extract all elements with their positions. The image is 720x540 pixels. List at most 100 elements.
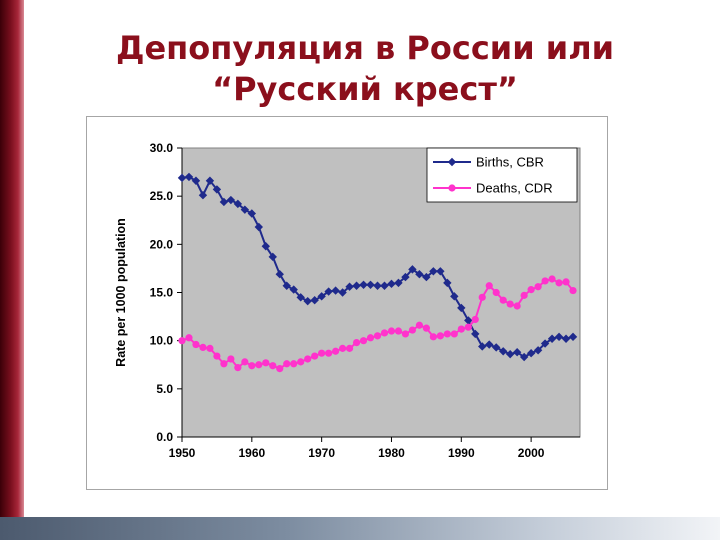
data-point	[297, 358, 305, 366]
y-axis-label: Rate per 1000 population	[114, 218, 128, 367]
data-point	[331, 286, 340, 295]
bottom-accent-bar	[0, 517, 720, 540]
data-point	[269, 362, 277, 370]
line-chart: 0.0 5.0 10.0 15.0 20.0 25.0 30.0 1950 1960 1970 19…	[114, 141, 581, 460]
data-point	[569, 286, 577, 295]
data-point	[296, 293, 305, 302]
data-point	[464, 323, 472, 331]
x-tick-label: 1970	[308, 446, 335, 460]
legend-label: Births, CBR	[476, 155, 544, 170]
data-point	[213, 352, 221, 360]
data-point	[310, 296, 319, 305]
data-point	[359, 280, 368, 289]
data-point	[387, 327, 396, 335]
data-point	[415, 321, 424, 329]
data-point	[352, 281, 361, 290]
data-point	[457, 325, 465, 333]
data-point	[185, 334, 193, 342]
data-point	[526, 348, 536, 358]
y-tick-label: 25.0	[150, 189, 174, 203]
data-point	[345, 344, 354, 352]
legend-marker	[448, 184, 456, 192]
data-point	[352, 338, 361, 347]
data-point	[380, 281, 389, 290]
left-accent-bar	[0, 0, 24, 540]
data-point	[268, 252, 277, 262]
data-point	[262, 359, 270, 367]
data-point	[212, 185, 222, 194]
data-point	[304, 355, 312, 363]
data-point	[184, 172, 194, 182]
data-point	[401, 272, 410, 282]
data-point	[485, 282, 493, 290]
data-point	[387, 279, 396, 289]
data-point	[289, 285, 298, 294]
data-point	[457, 303, 466, 313]
data-point	[527, 286, 535, 294]
data-point	[436, 332, 444, 340]
legend-box	[426, 147, 578, 203]
data-point	[247, 209, 257, 218]
data-point	[233, 199, 243, 209]
data-point	[324, 287, 333, 296]
data-point	[520, 291, 528, 299]
x-tick-label: 1990	[448, 446, 475, 460]
x-tick-label: 1980	[378, 446, 405, 460]
legend-label: Deaths, CDR	[476, 181, 553, 196]
y-tick-label: 30.0	[150, 141, 174, 155]
data-point	[478, 342, 487, 351]
legend-entry: Deaths, CDR	[433, 181, 553, 196]
slide-title-line-1: Депопуляция в России или	[115, 29, 615, 67]
data-point	[408, 265, 417, 274]
y-tick-label: 5.0	[156, 382, 173, 396]
y-tick-label: 20.0	[150, 237, 174, 251]
data-point	[199, 343, 207, 352]
data-point	[485, 340, 494, 349]
data-point	[290, 360, 298, 368]
data-point	[226, 195, 236, 205]
data-point	[241, 358, 249, 366]
data-point	[205, 176, 215, 185]
data-point	[373, 332, 382, 340]
data-point	[317, 292, 326, 301]
data-point	[373, 281, 382, 290]
data-point	[234, 364, 242, 372]
data-point	[534, 283, 542, 291]
data-point	[401, 330, 410, 338]
data-point	[282, 281, 291, 290]
data-point	[471, 329, 480, 339]
x-tick-label: 2000	[518, 446, 545, 460]
data-point	[492, 288, 500, 297]
y-tick-label: 10.0	[150, 334, 174, 348]
series-deaths-cdr	[178, 275, 577, 373]
data-point	[506, 300, 514, 308]
data-point	[450, 292, 459, 301]
x-tick-label: 1960	[238, 446, 265, 460]
data-point	[394, 327, 403, 335]
data-point	[311, 352, 319, 360]
data-point	[366, 280, 375, 289]
y-tick-label: 15.0	[150, 286, 174, 300]
data-point	[562, 278, 570, 286]
data-point	[227, 355, 235, 363]
data-point	[471, 315, 479, 324]
data-point	[555, 279, 563, 287]
data-point	[415, 269, 424, 279]
data-point	[422, 272, 431, 282]
data-point	[422, 324, 430, 332]
data-point	[408, 326, 417, 334]
data-point	[248, 362, 256, 370]
data-point	[240, 205, 250, 214]
data-point	[366, 334, 375, 342]
data-point	[554, 332, 564, 342]
chart-frame: 0.0 5.0 10.0 15.0 20.0 25.0 30.0 1950 1960 1970 19…	[86, 116, 608, 490]
data-point	[338, 344, 347, 352]
series-births-cbr	[177, 172, 578, 362]
data-point	[254, 222, 264, 232]
data-point	[499, 296, 507, 304]
data-point	[177, 173, 187, 183]
data-point	[464, 316, 473, 325]
data-point	[429, 333, 437, 341]
data-point	[332, 347, 340, 355]
data-point	[359, 337, 368, 345]
